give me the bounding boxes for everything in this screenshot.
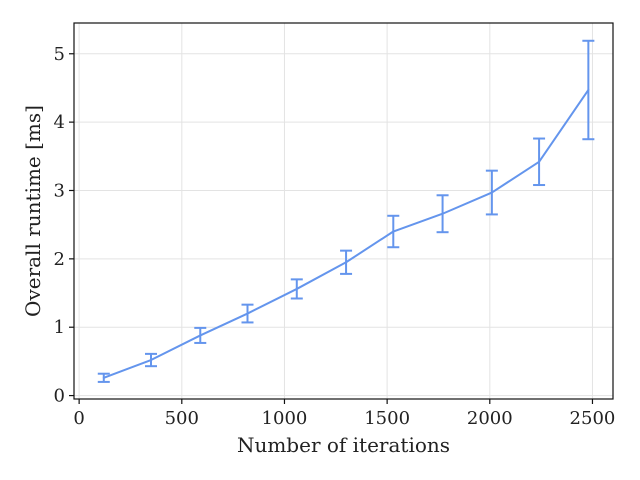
x-tick-label: 1000: [262, 408, 308, 429]
data-point-error-bar: [582, 39, 595, 141]
data-point-error-bar: [97, 372, 110, 383]
y-tick-label: 1: [54, 317, 65, 338]
data-point-error-bar: [145, 352, 157, 368]
data-point-error-bar: [533, 137, 546, 187]
y-tick-label: 0: [54, 386, 65, 407]
x-tick-label: 1500: [364, 408, 410, 429]
runtime-series-line: [102, 88, 590, 379]
grid: [74, 23, 613, 399]
y-tick-label: 2: [54, 249, 65, 270]
x-tick-label: 2500: [570, 408, 616, 429]
series-layer: [97, 39, 595, 383]
data-point-error-bar: [387, 214, 400, 249]
x-tick-label: 0: [73, 408, 84, 429]
ticks: 0 500 1000 1500 2000 2500 0 1 2 3 4 5: [54, 44, 616, 429]
data-point-error-bar: [436, 194, 449, 234]
data-point-error-bar: [241, 303, 254, 324]
y-axis-label: Overall runtime [ms]: [21, 105, 45, 317]
data-point-error-bar: [485, 169, 498, 216]
y-tick-label: 4: [54, 112, 65, 133]
y-tick-label: 3: [54, 180, 65, 201]
x-tick-label: 2000: [467, 408, 513, 429]
x-axis-label: Number of iterations: [237, 433, 450, 457]
data-point-error-bar: [194, 326, 207, 344]
x-tick-label: 500: [165, 408, 199, 429]
y-tick-label: 5: [54, 44, 65, 65]
data-point-error-bar: [340, 249, 353, 275]
data-point-error-bar: [290, 278, 303, 300]
plot-frame: [73, 22, 614, 400]
